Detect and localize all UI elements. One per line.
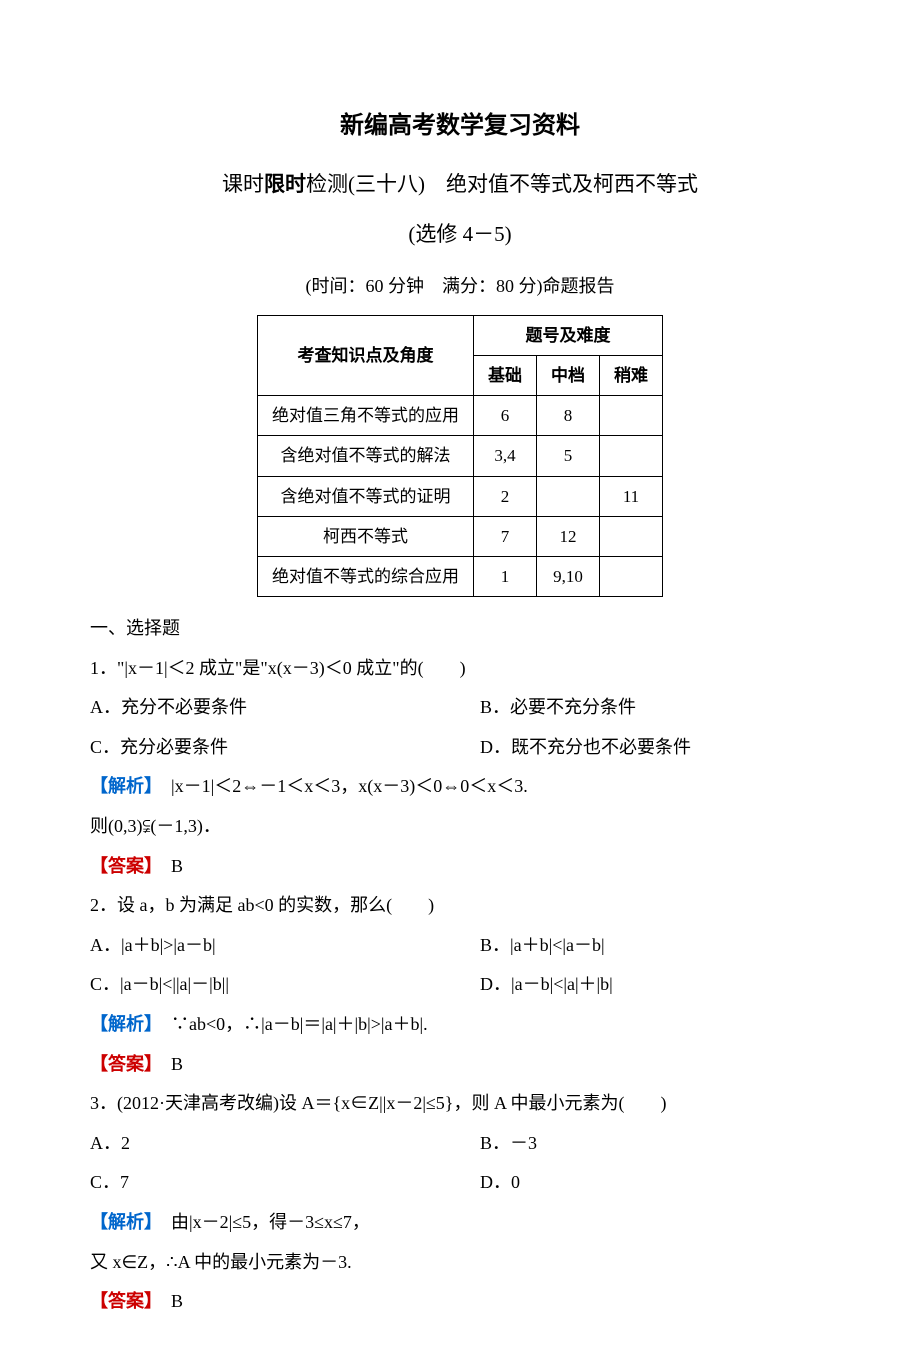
table-row: 含绝对值不等式的解法 3,4 5 [258, 436, 663, 476]
q3-analysis: 【解析】 由|x－2|≤5，得－3≤x≤7， [90, 1203, 830, 1243]
subtitle-post: 检测(三十八) 绝对值不等式及柯西不等式 [306, 172, 698, 196]
cell-topic: 绝对值不等式的综合应用 [258, 556, 474, 596]
cell-basic: 7 [474, 516, 537, 556]
answer-label: 【答案】 [90, 1291, 153, 1311]
col-basic: 基础 [474, 355, 537, 395]
cell-hard [600, 436, 663, 476]
cell-topic: 含绝对值不等式的解法 [258, 436, 474, 476]
header-topic: 考查知识点及角度 [258, 315, 474, 395]
main-title: 新编高考数学复习资料 [90, 100, 830, 153]
answer-text: B [153, 1291, 183, 1311]
cell-medium: 9,10 [537, 556, 600, 596]
q1-opt-d: D．既不充分也不必要条件 [480, 728, 830, 768]
q2-opt-b: B．|a＋b|<|a－b| [480, 926, 830, 966]
table-row: 绝对值三角不等式的应用 6 8 [258, 396, 663, 436]
cell-medium: 5 [537, 436, 600, 476]
col-hard: 稍难 [600, 355, 663, 395]
q1-stem: 1．"|x－1|＜2 成立"是"x(x－3)＜0 成立"的( ) [90, 649, 830, 689]
cell-hard [600, 556, 663, 596]
answer-label: 【答案】 [90, 1054, 153, 1074]
table-row: 柯西不等式 7 12 [258, 516, 663, 556]
col-medium: 中档 [537, 355, 600, 395]
answer-text: B [153, 856, 183, 876]
cell-medium: 8 [537, 396, 600, 436]
cell-medium: 12 [537, 516, 600, 556]
cell-topic: 含绝对值不等式的证明 [258, 476, 474, 516]
cell-basic: 6 [474, 396, 537, 436]
table-row: 绝对值不等式的综合应用 1 9,10 [258, 556, 663, 596]
q2-opt-d: D．|a－b|<|a|＋|b| [480, 965, 830, 1005]
q3-opt-c: C．7 [90, 1163, 440, 1203]
q2-stem: 2．设 a，b 为满足 ab<0 的实数，那么( ) [90, 886, 830, 926]
q1-analysis-2: 则(0,3)⫋(－1,3)． [90, 807, 830, 847]
subtitle-bold: 限时 [264, 172, 306, 196]
table-row: 含绝对值不等式的证明 2 11 [258, 476, 663, 516]
subtitle-2: (选修 4－5) [90, 211, 830, 257]
q1-opt-c: C．充分必要条件 [90, 728, 440, 768]
q1-analysis: 【解析】 |x－1|＜2⇔－1＜x＜3，x(x－3)＜0⇔0＜x＜3. [90, 767, 830, 807]
cell-topic: 绝对值三角不等式的应用 [258, 396, 474, 436]
table-header-row: 考查知识点及角度 题号及难度 [258, 315, 663, 355]
analysis-label: 【解析】 [90, 776, 153, 796]
cell-basic: 2 [474, 476, 537, 516]
answer-text: B [153, 1054, 183, 1074]
section-header-1: 一、选择题 [90, 609, 830, 649]
q3-analysis-2: 又 x∈Z，∴A 中的最小元素为－3. [90, 1243, 830, 1283]
analysis-text: |x－1|＜2⇔－1＜x＜3，x(x－3)＜0⇔0＜x＜3. [153, 776, 528, 796]
answer-label: 【答案】 [90, 856, 153, 876]
q2-analysis: 【解析】 ∵ab<0，∴|a－b|＝|a|＋|b|>|a＋b|. [90, 1005, 830, 1045]
cell-medium [537, 476, 600, 516]
cell-hard [600, 516, 663, 556]
subtitle-pre: 课时 [222, 172, 264, 196]
header-difficulty: 题号及难度 [474, 315, 663, 355]
analysis-label: 【解析】 [90, 1014, 153, 1034]
q1-opt-a: A．充分不必要条件 [90, 688, 440, 728]
topic-table: 考查知识点及角度 题号及难度 基础 中档 稍难 绝对值三角不等式的应用 6 8 … [257, 315, 663, 597]
q2-opt-a: A．|a＋b|>|a－b| [90, 926, 440, 966]
cell-hard: 11 [600, 476, 663, 516]
q3-stem: 3．(2012·天津高考改编)设 A＝{x∈Z||x－2|≤5}，则 A 中最小… [90, 1084, 830, 1124]
q2-answer: 【答案】 B [90, 1045, 830, 1085]
q3-opt-a: A．2 [90, 1124, 440, 1164]
q2-opt-c: C．|a－b|<||a|－|b|| [90, 965, 440, 1005]
analysis-text: 由|x－2|≤5，得－3≤x≤7， [153, 1212, 370, 1232]
q1-opt-b: B．必要不充分条件 [480, 688, 830, 728]
analysis-text: ∵ab<0，∴|a－b|＝|a|＋|b|>|a＋b|. [153, 1014, 428, 1034]
cell-topic: 柯西不等式 [258, 516, 474, 556]
exam-info: (时间：60 分钟 满分：80 分)命题报告 [90, 267, 830, 307]
q3-opt-d: D．0 [480, 1163, 830, 1203]
analysis-label: 【解析】 [90, 1212, 153, 1232]
cell-hard [600, 396, 663, 436]
cell-basic: 3,4 [474, 436, 537, 476]
subtitle: 课时限时检测(三十八) 绝对值不等式及柯西不等式 [90, 161, 830, 207]
q1-answer: 【答案】 B [90, 847, 830, 887]
q3-opt-b: B．－3 [480, 1124, 830, 1164]
cell-basic: 1 [474, 556, 537, 596]
